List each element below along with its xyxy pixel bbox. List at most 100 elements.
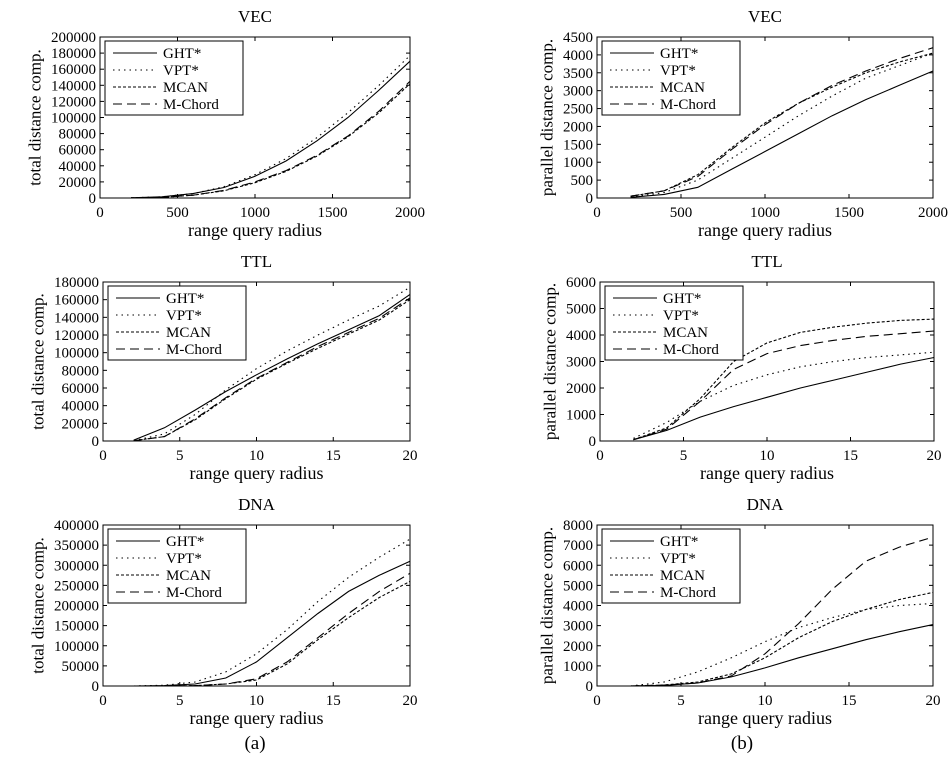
chart-title: DNA (747, 495, 785, 514)
y-tick-label: 0 (92, 679, 100, 695)
y-tick-label: 1000 (563, 155, 593, 171)
series-line-vpt (630, 602, 934, 687)
x-tick-label: 20 (927, 448, 942, 464)
legend-label: M-Chord (166, 342, 222, 358)
legend-label: MCAN (660, 80, 705, 96)
series-line-ght (133, 560, 411, 687)
y-axis-label: parallel distance comp. (541, 283, 560, 440)
series-line-ght (133, 293, 411, 441)
legend-label: VPT* (166, 551, 202, 567)
y-tick-label: 2000 (563, 119, 593, 135)
y-tick-label: 140000 (54, 310, 99, 326)
chart-2: 0 500 1000 1500 2000050010001500200025003000… (538, 7, 948, 240)
x-tick-label: 1500 (834, 205, 864, 221)
series-line-vpt (633, 351, 935, 439)
y-tick-label: 20000 (62, 416, 100, 432)
x-tick-label: 500 (166, 205, 189, 221)
x-tick-label: 5 (680, 448, 688, 464)
y-tick-label: 7000 (563, 538, 593, 554)
legend-label: M-Chord (166, 585, 222, 601)
chart-4: 0 5 10 15 20 0 1000 2000 3000 4000 5000 6000 TTL rang… (541, 252, 942, 483)
y-tick-label: 4000 (563, 599, 593, 615)
x-tick-label: 15 (326, 448, 341, 464)
chart-title: TTL (751, 252, 782, 271)
x-tick-label: 5 (677, 693, 685, 709)
y-tick-label: 5000 (566, 302, 596, 318)
x-tick-label: 0 (99, 448, 107, 464)
series-line-ght (633, 356, 935, 441)
legend-label: M-Chord (663, 342, 719, 358)
caption-b: (b) (730, 733, 754, 754)
chart-title: DNA (238, 495, 276, 514)
x-tick-label: 10 (760, 448, 775, 464)
y-tick-label: 1000 (566, 408, 596, 424)
y-tick-label: 80000 (62, 363, 100, 379)
x-tick-label: 0 (96, 205, 104, 221)
y-axis-label: parallel distance comp. (538, 527, 557, 684)
y-tick-label: 160000 (51, 62, 96, 78)
chart-title: TTL (241, 252, 272, 271)
x-tick-label: 0 (593, 693, 601, 709)
y-tick-label: 500 (571, 173, 594, 189)
x-axis-label: range query radius (698, 708, 832, 728)
y-tick-label: 160000 (54, 293, 99, 309)
legend-label: VPT* (663, 308, 699, 324)
series-line-ght (630, 70, 934, 198)
y-tick-label: 100000 (51, 111, 96, 127)
series-line-m-chord (633, 330, 935, 441)
x-tick-label: 15 (842, 693, 857, 709)
y-tick-label: 1500 (563, 137, 593, 153)
legend-label: GHT* (166, 534, 204, 550)
y-tick-label: 140000 (51, 78, 96, 94)
y-tick-label: 100000 (54, 639, 99, 655)
y-tick-label: 180000 (51, 46, 96, 62)
chart-title: VEC (748, 7, 782, 26)
series-line-vpt (133, 538, 411, 687)
y-tick-label: 250000 (54, 578, 99, 594)
x-tick-label: 0 (596, 448, 604, 464)
y-tick-label: 0 (89, 191, 97, 207)
x-tick-label: 0 (99, 693, 107, 709)
y-tick-label: 3000 (566, 355, 596, 371)
y-axis-label: total distance comp. (28, 293, 47, 429)
caption-a: (a) (244, 733, 266, 754)
y-tick-label: 20000 (59, 175, 97, 191)
legend-label: M-Chord (163, 97, 219, 113)
legend-label: GHT* (163, 46, 201, 62)
x-axis-label: range query radius (700, 463, 834, 483)
y-tick-label: 60000 (62, 381, 100, 397)
x-tick-label: 500 (670, 205, 693, 221)
series-line-m-chord (630, 536, 934, 687)
y-axis-label: parallel distance comp. (538, 39, 557, 196)
chart-title: VEC (238, 7, 272, 26)
y-tick-label: 4000 (566, 328, 596, 344)
x-tick-label: 20 (403, 448, 418, 464)
x-tick-label: 1000 (750, 205, 780, 221)
series-line-mcan (630, 52, 934, 197)
chart-5: 0 5 10 15 20 0 50000 100000 150000 200000 250000 30… (28, 495, 417, 728)
x-tick-label: 2000 (918, 205, 948, 221)
legend-label: VPT* (660, 63, 696, 79)
x-tick-label: 0 (593, 205, 601, 221)
y-tick-label: 200000 (54, 599, 99, 615)
y-tick-label: 0 (92, 434, 100, 450)
y-tick-label: 2000 (566, 381, 596, 397)
y-tick-label: 60000 (59, 143, 97, 159)
legend-label: GHT* (166, 291, 204, 307)
legend-label: MCAN (660, 568, 705, 584)
y-axis-label: total distance comp. (28, 537, 47, 673)
x-axis-label: range query radius (190, 463, 324, 483)
y-tick-label: 200000 (51, 30, 96, 46)
y-tick-label: 0 (586, 191, 594, 207)
y-tick-label: 3000 (563, 619, 593, 635)
y-tick-label: 180000 (54, 275, 99, 291)
series-line-vpt (133, 286, 411, 442)
series-line-ght (630, 624, 934, 687)
series-line-m-chord (130, 80, 411, 199)
y-tick-label: 120000 (51, 94, 96, 110)
legend-label: MCAN (163, 80, 208, 96)
legend-label: GHT* (660, 46, 698, 62)
